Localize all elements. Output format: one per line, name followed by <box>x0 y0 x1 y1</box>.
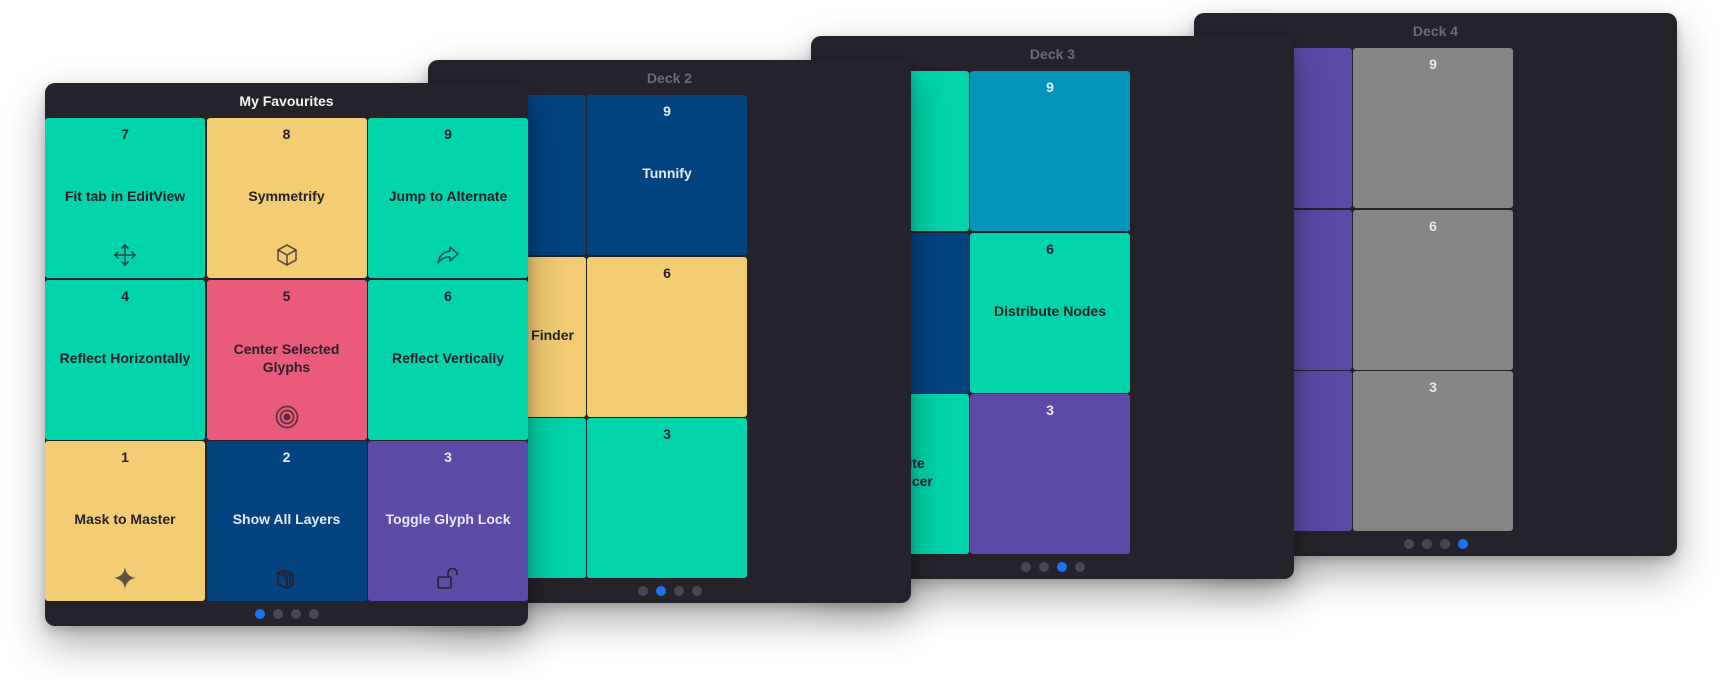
page-dot[interactable] <box>1457 539 1468 549</box>
page-dot[interactable] <box>1020 562 1031 572</box>
page-dot[interactable] <box>308 609 319 619</box>
button-label: Distribute Nodes <box>993 302 1106 319</box>
button-label: Mask to Master <box>74 511 176 527</box>
button-label: Tunnify <box>642 165 692 181</box>
button-key-number: 5 <box>282 287 291 304</box>
cube-icon <box>274 242 300 268</box>
deck-button[interactable]: 6 Reflect Vertically <box>368 279 528 440</box>
button-label: Center Selected Glyphs <box>233 340 340 375</box>
deck-button[interactable]: 6 Distribute Nodes <box>970 232 1130 393</box>
button-key-number: 1 <box>121 449 129 465</box>
page-dot[interactable] <box>1038 562 1049 572</box>
button-label: Jump to Alternate <box>388 188 508 204</box>
deck-button[interactable]: 9 Jump to Alternate <box>368 118 528 278</box>
deck-button[interactable]: 6 <box>587 256 747 417</box>
deck-button[interactable]: 3 Toggle Glyph Lock <box>368 441 528 601</box>
unlock-icon <box>435 565 461 591</box>
deck-button[interactable]: 7 Fit tab in EditView <box>45 118 205 278</box>
button-key-number: 9 <box>1429 56 1437 72</box>
button-key-number: 4 <box>121 287 129 304</box>
button-key-number: 9 <box>444 126 452 142</box>
button-key-number: 3 <box>444 449 452 465</box>
page-dots <box>1194 539 1677 549</box>
deck-button[interactable]: 5 Center Selected Glyphs <box>206 279 367 440</box>
button-label: Reflect Vertically <box>391 349 505 366</box>
page-dot[interactable] <box>1421 539 1432 549</box>
button-key-number: 7 <box>121 126 129 142</box>
page-dot[interactable] <box>272 609 283 619</box>
my-favourites-window: My Favourites 7 Fit tab in EditView 8 Symme… <box>45 83 528 626</box>
button-label: Symmetrify <box>248 188 325 204</box>
button-key-number: 2 <box>282 449 291 465</box>
deck-button[interactable]: 4 Reflect Horizontally <box>45 279 205 440</box>
page-dot[interactable] <box>1403 539 1414 549</box>
page-dot[interactable] <box>1439 539 1450 549</box>
button-key-number: 8 <box>282 126 291 142</box>
deck-button[interactable]: 9 <box>1353 48 1513 208</box>
deck-button[interactable]: 3 <box>970 394 1130 554</box>
forward-arrow-icon <box>435 242 461 268</box>
button-key-number: 6 <box>1429 217 1437 234</box>
deck-button[interactable]: 3 <box>1353 371 1513 531</box>
button-key-number: 6 <box>663 264 671 281</box>
layers-icon <box>274 565 300 591</box>
button-key-number: 9 <box>1046 79 1054 95</box>
page-dot[interactable] <box>254 609 265 619</box>
button-label: Show All Layers <box>232 511 341 527</box>
button-key-number: 3 <box>1046 402 1054 418</box>
deck-button[interactable]: 9 <box>970 71 1130 231</box>
page-dot[interactable] <box>691 586 702 596</box>
page-dot[interactable] <box>637 586 648 596</box>
page-dot[interactable] <box>655 586 666 596</box>
sparkle-icon <box>112 565 138 591</box>
button-label: Fit tab in EditView <box>64 188 186 204</box>
deck-title: Deck 2 <box>646 69 693 86</box>
deck-title: My Favourites <box>239 92 334 109</box>
page-dots <box>811 562 1294 572</box>
deck-button[interactable]: 8 Symmetrify <box>206 118 367 278</box>
page-dot[interactable] <box>1074 562 1085 572</box>
button-key-number: 9 <box>663 103 671 119</box>
page-dots <box>45 609 528 619</box>
button-key-number: 3 <box>663 426 671 442</box>
page-dot[interactable] <box>673 586 684 596</box>
button-grid: 7 Fit tab in EditView 8 Symmetrify 9 Jump to … <box>45 118 528 601</box>
page-dot[interactable] <box>290 609 301 619</box>
deck-title: Deck 4 <box>1412 22 1459 39</box>
button-key-number: 6 <box>1046 240 1054 257</box>
deck-button[interactable]: 9 Tunnify <box>587 95 747 255</box>
button-key-number: 6 <box>444 287 452 304</box>
page-dot[interactable] <box>1056 562 1067 572</box>
deck-button[interactable]: 1 Mask to Master <box>45 441 205 601</box>
button-key-number: 3 <box>1429 379 1437 395</box>
button-label: Toggle Glyph Lock <box>385 511 511 527</box>
move-arrows-icon <box>112 242 138 268</box>
deck-title: Deck 3 <box>1029 45 1076 62</box>
target-icon <box>274 404 300 430</box>
deck-button[interactable]: 3 <box>587 418 747 578</box>
button-label: Reflect Horizontally <box>59 349 191 366</box>
deck-button[interactable]: 6 <box>1353 209 1513 370</box>
deck-button[interactable]: 2 Show All Layers <box>206 441 367 601</box>
page-dots <box>428 586 911 596</box>
